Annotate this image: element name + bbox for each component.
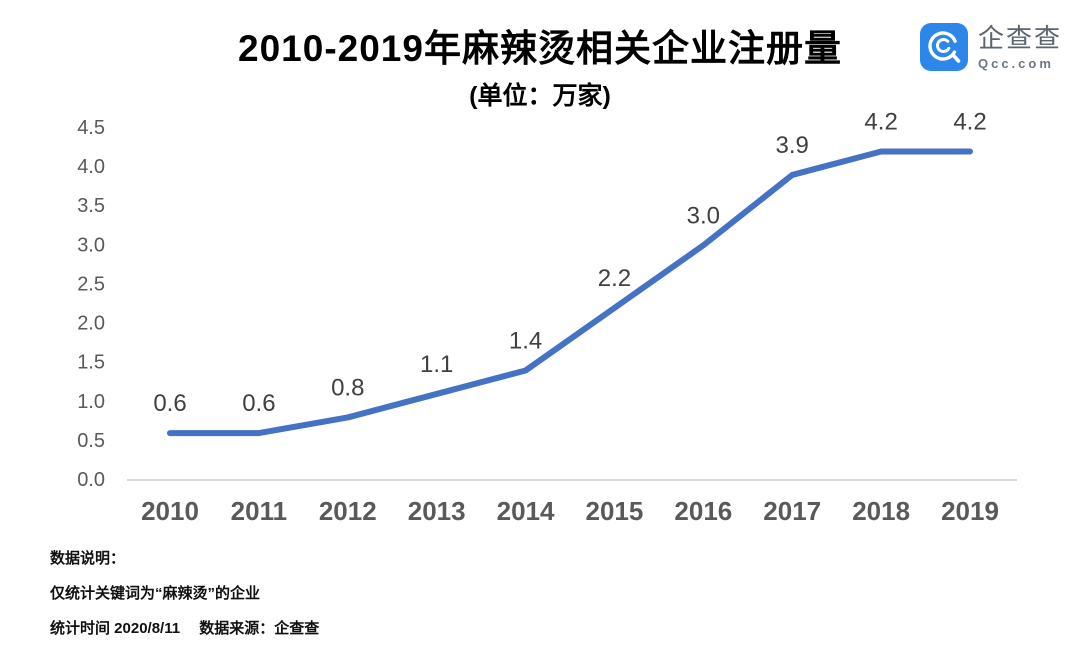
y-tick-label: 2.5 xyxy=(77,273,105,295)
qcc-logo-spiral xyxy=(928,31,961,63)
x-tick-label: 2017 xyxy=(763,496,821,526)
qcc-logo: 企查查 Qcc.com xyxy=(919,22,1062,72)
footer-source: 统计时间 2020/8/11 数据来源：企查查 xyxy=(50,620,320,637)
y-tick-label: 1.0 xyxy=(77,391,105,413)
footer-note: 仅统计关键词为“麻辣烫”的企业 xyxy=(50,585,261,602)
y-tick-label: 4.5 xyxy=(77,117,105,139)
y-tick-label: 3.0 xyxy=(77,234,105,256)
y-tick-label: 1.5 xyxy=(77,352,105,374)
chart-header: 2010-2019年麻辣烫相关企业注册量 (单位：万家) xyxy=(0,26,1080,112)
data-label: 1.1 xyxy=(420,351,453,378)
data-label: 0.6 xyxy=(242,390,275,417)
y-tick-label: 0.5 xyxy=(77,430,105,452)
qcc-logo-domain: Qcc.com xyxy=(977,55,1054,71)
qcc-logo-name: 企查查 xyxy=(977,22,1062,53)
x-tick-label: 2010 xyxy=(141,496,199,526)
data-label: 2.2 xyxy=(598,265,631,292)
data-label: 0.6 xyxy=(153,390,186,417)
series-line xyxy=(167,148,973,437)
qcc-logo-text: 企查查 Qcc.com xyxy=(978,25,1062,70)
data-label: 4.2 xyxy=(864,108,897,135)
chart-title: 2010-2019年麻辣烫相关企业注册量 xyxy=(238,28,842,69)
data-label: 3.9 xyxy=(776,132,809,159)
data-label: 4.2 xyxy=(953,108,986,135)
y-tick-label: 4.0 xyxy=(77,156,105,178)
footer-heading: 数据说明： xyxy=(50,550,126,567)
x-tick-label: 2019 xyxy=(941,496,999,526)
y-tick-label: 0.0 xyxy=(77,469,105,491)
data-label: 0.8 xyxy=(331,374,364,401)
data-label: 1.4 xyxy=(509,327,542,354)
y-tick-label: 2.0 xyxy=(77,313,105,335)
x-tick-label: 2013 xyxy=(408,496,466,526)
data-label: 3.0 xyxy=(687,202,720,229)
x-tick-label: 2011 xyxy=(231,496,287,526)
x-tick-label: 2012 xyxy=(319,496,377,526)
x-tick-label: 2016 xyxy=(674,496,732,526)
x-tick-label: 2014 xyxy=(497,496,555,526)
x-tick-label: 2018 xyxy=(852,496,910,526)
y-tick-label: 3.5 xyxy=(77,195,105,217)
qcc-logo-icon xyxy=(919,23,968,71)
x-tick-label: 2015 xyxy=(586,496,644,526)
chart-unit-label: (单位：万家) xyxy=(469,82,611,111)
footer-notes: 数据说明： 仅统计关键词为“麻辣烫”的企业 统计时间 2020/8/11 数据来… xyxy=(50,541,319,646)
